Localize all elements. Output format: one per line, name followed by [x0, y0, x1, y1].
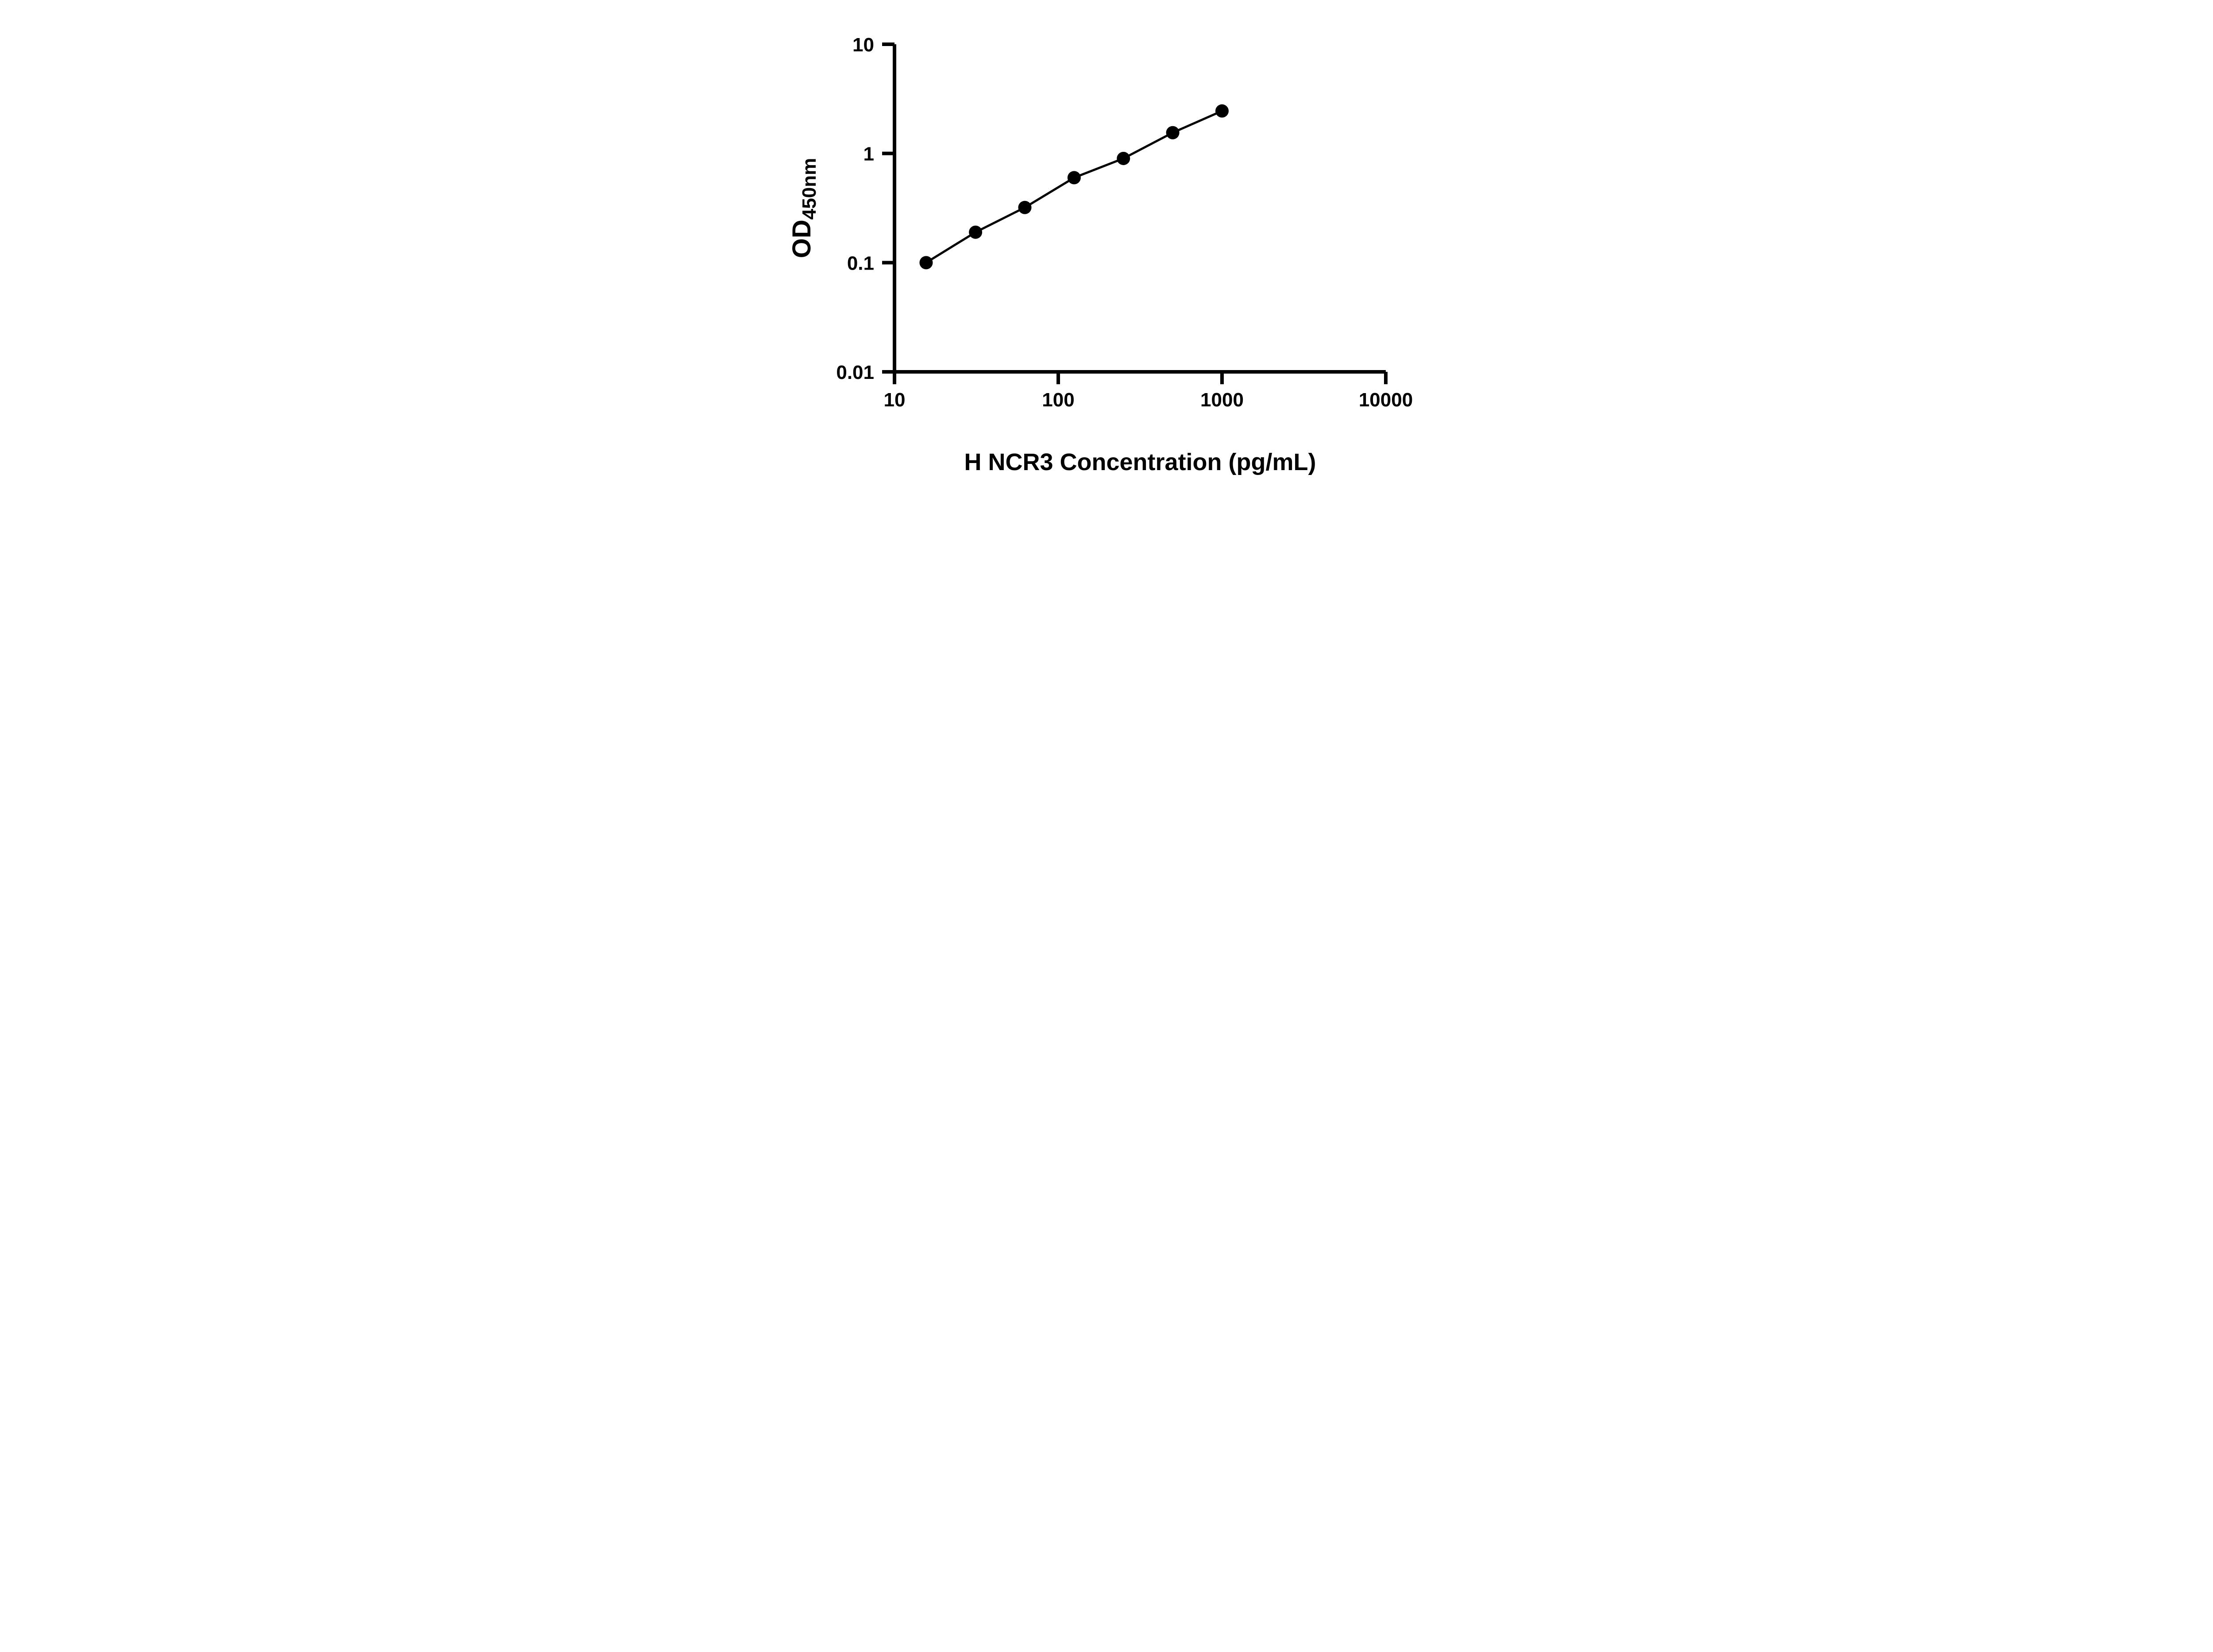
plot-area: 10 1 0.1 0.01 10 100 1000 10000	[836, 34, 1413, 411]
y-axis-title-main: OD	[787, 220, 816, 258]
data-point	[1215, 104, 1229, 118]
x-tick-label: 10	[883, 389, 905, 411]
x-axis-title: H NCR3 Concentration (pg/mL)	[964, 449, 1316, 475]
data-point	[1018, 201, 1031, 214]
y-tick-label: 10	[852, 34, 874, 56]
data-point	[968, 225, 982, 239]
standard-curve-svg: 10 1 0.1 0.01 10 100 1000 10000 H NCR3 Concentr…	[766, 0, 1447, 496]
x-tick-label: 10000	[1358, 389, 1412, 411]
axes-frame	[892, 44, 1386, 374]
x-tick-label: 100	[1042, 389, 1074, 411]
elisa-standard-curve-figure: 10 1 0.1 0.01 10 100 1000 10000 H NCR3 Concentr…	[766, 0, 1447, 496]
y-tick-label: 0.1	[847, 252, 874, 274]
y-tick-label: 0.01	[836, 362, 874, 383]
y-axis-title-subscript: 450nm	[798, 158, 820, 220]
data-point	[1067, 171, 1081, 185]
y-tick-label: 1	[863, 143, 874, 165]
data-point	[1166, 126, 1180, 139]
data-point	[919, 256, 933, 270]
x-tick-label: 1000	[1200, 389, 1244, 411]
data-point	[1116, 151, 1130, 165]
y-axis-title: OD450nm	[787, 158, 820, 258]
